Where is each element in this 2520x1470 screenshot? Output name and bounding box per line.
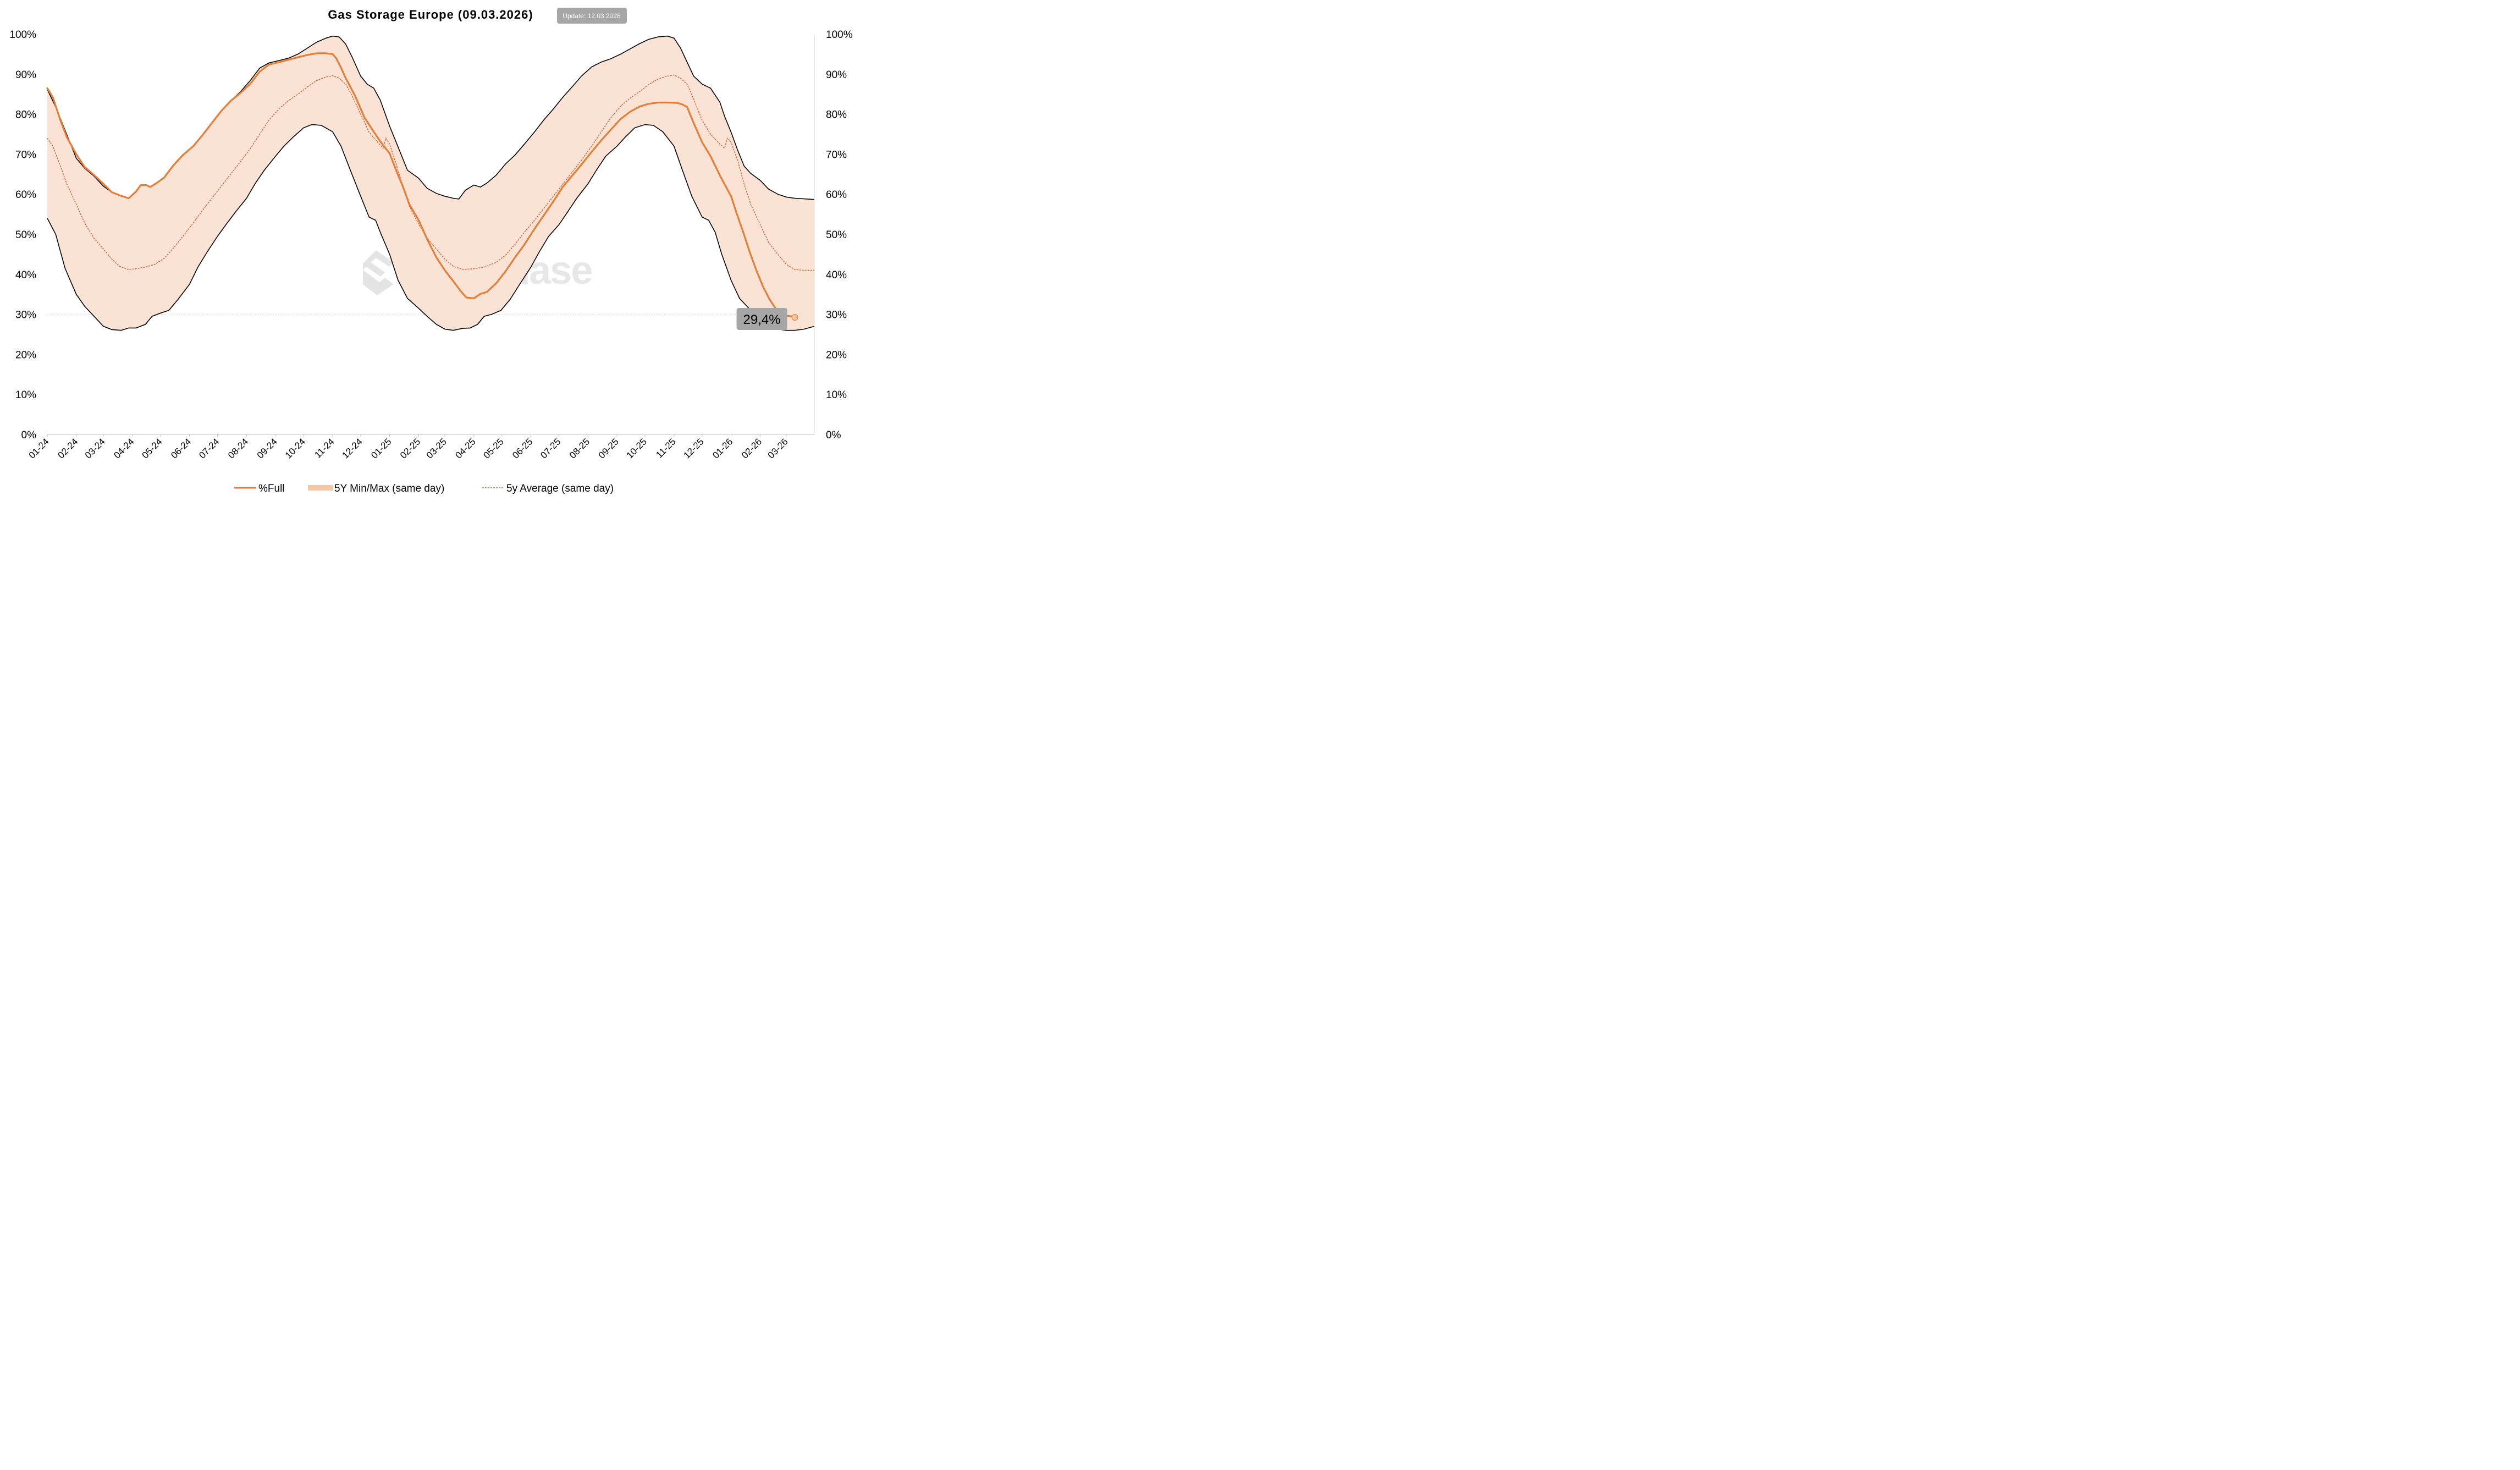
y-tick-label-right: 30% xyxy=(826,310,847,321)
y-tick-label-left: 10% xyxy=(15,389,36,401)
x-tick-label: 06-24 xyxy=(169,436,193,460)
update-badge-text: Update: 12.03.2026 xyxy=(563,12,621,20)
x-tick-label: 03-24 xyxy=(83,436,107,460)
y-tick-label-left: 80% xyxy=(15,109,36,121)
chart-container: Gas Storage Europe (09.03.2026) Update: … xyxy=(0,0,861,502)
y-tick-label-right: 50% xyxy=(826,229,847,241)
x-tick-label: 11-24 xyxy=(312,436,336,460)
average-line xyxy=(47,74,814,271)
x-tick-label: 07-24 xyxy=(197,436,221,460)
y-tick-label-right: 70% xyxy=(826,149,847,161)
x-tick-label: 02-26 xyxy=(740,436,764,460)
y-tick-label-right: 0% xyxy=(826,430,841,441)
legend-label: %Full xyxy=(258,483,285,494)
x-tick-label: 04-25 xyxy=(453,436,477,460)
legend-label: 5Y Min/Max (same day) xyxy=(334,483,444,494)
last-value-layer: 29,4% xyxy=(736,307,798,330)
min-max-band-fill xyxy=(47,36,814,331)
update-badge-background xyxy=(557,8,627,24)
last-value-badge xyxy=(736,307,787,330)
y-tick-label-left: 60% xyxy=(15,189,36,201)
y-tick-label-right: 80% xyxy=(826,109,847,121)
x-tick-label: 08-24 xyxy=(226,436,250,460)
y-tick-label-left: 70% xyxy=(15,149,36,161)
y-tick-label-left: 30% xyxy=(15,310,36,321)
x-tick-label: 08-25 xyxy=(567,436,592,460)
y-tick-label-right: 90% xyxy=(826,69,847,81)
x-tick-label: 03-26 xyxy=(766,436,790,460)
y-tick-label-right: 60% xyxy=(826,189,847,201)
series-lines-layer xyxy=(46,52,814,318)
y-tick-label-left: 100% xyxy=(9,29,36,41)
min-line xyxy=(47,124,815,331)
y-tick-label-right: 40% xyxy=(826,269,847,281)
y-tick-label-left: 0% xyxy=(21,430,37,441)
legend: %Full 5Y Min/Max (same day) 5y Average (sa… xyxy=(234,483,614,494)
x-tick-label: 12-25 xyxy=(681,436,705,460)
x-tick-label: 03-25 xyxy=(424,436,449,460)
x-tick-label: 05-25 xyxy=(481,436,505,460)
x-tick-label: 10-25 xyxy=(625,436,649,460)
x-tick-label: 06-25 xyxy=(510,436,534,460)
legend-label: 5y Average (same day) xyxy=(506,483,614,494)
x-tick-label: 11-25 xyxy=(654,436,677,460)
gas-storage-chart: Gas Storage Europe (09.03.2026) Update: … xyxy=(9,8,853,494)
x-tick-label: 09-24 xyxy=(255,436,279,460)
x-axis: 01-24 02-24 03-24 04-24 05-24 06-24 07-24 08-24… xyxy=(27,434,790,461)
y-tick-label-right: 10% xyxy=(826,389,847,401)
y-axis-right: 0% 10% 20% 30% 40% 50% 60% 70% 80% 90% 100% xyxy=(826,29,853,441)
x-tick-label: 01-26 xyxy=(710,436,735,460)
y-tick-label-left: 90% xyxy=(15,69,36,81)
y-tick-label-left: 20% xyxy=(15,349,36,361)
x-tick-label: 05-24 xyxy=(140,436,164,460)
y-tick-label-right: 20% xyxy=(826,349,847,361)
x-tick-label: 07-25 xyxy=(538,436,563,460)
update-badge: Update: 12.03.2026 xyxy=(557,8,627,24)
full-line xyxy=(46,52,795,318)
x-tick-label: 01-25 xyxy=(369,436,393,460)
chart-title: Gas Storage Europe (09.03.2026) xyxy=(328,8,533,21)
x-tick-label: 02-25 xyxy=(398,436,422,460)
x-tick-label: 12-24 xyxy=(340,436,365,460)
watermark-logo-icon xyxy=(363,250,394,295)
last-value-label: 29,4% xyxy=(743,312,781,327)
y-tick-label-left: 40% xyxy=(15,269,36,281)
y-tick-label-right: 100% xyxy=(826,29,853,41)
x-tick-label: 04-24 xyxy=(112,436,136,460)
x-tick-label: 10-24 xyxy=(283,436,307,460)
axes-layer xyxy=(47,34,815,435)
x-tick-label: 09-25 xyxy=(597,436,621,460)
x-tick-label: 02-24 xyxy=(56,436,80,460)
last-value-marker xyxy=(791,313,798,321)
y-tick-label-left: 50% xyxy=(15,229,36,241)
y-axis-left: 0% 10% 20% 30% 40% 50% 60% 70% 80% 90% 100% xyxy=(9,29,36,441)
legend-swatch-band xyxy=(308,485,333,491)
min-max-band-layer xyxy=(47,35,815,331)
